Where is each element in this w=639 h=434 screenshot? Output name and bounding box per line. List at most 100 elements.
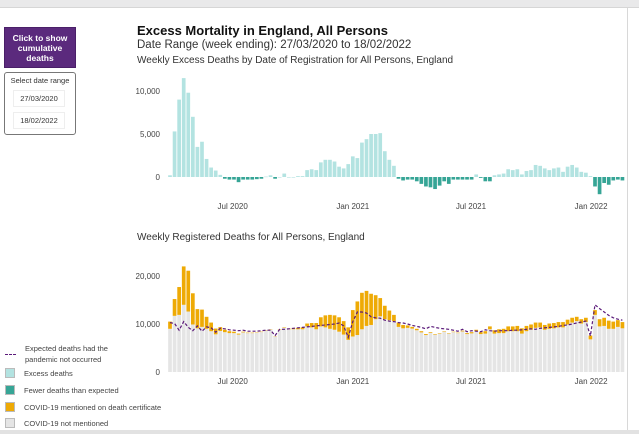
not-mentioned-bar [172, 315, 177, 372]
not-mentioned-bar [547, 328, 552, 372]
not-mentioned-bar [529, 329, 533, 372]
fewer-deaths-bar [245, 177, 250, 180]
x-tick-label: Jul 2021 [456, 202, 487, 211]
covid-bar [419, 331, 424, 333]
not-mentioned-bar [574, 321, 579, 372]
excess-bar [191, 116, 195, 177]
excess-bar [209, 167, 213, 177]
not-mentioned-bar [456, 333, 460, 372]
covid-bar [492, 330, 497, 334]
covid-bar [195, 309, 200, 329]
not-mentioned-bar [524, 331, 529, 372]
excess-bar [552, 168, 556, 177]
x-tick-label: Jan 2022 [575, 202, 608, 211]
covid-bar [364, 290, 369, 326]
fewer-deaths-bar [606, 177, 611, 185]
legend-item-expected: Expected deaths had the pandemic not occ… [5, 343, 135, 365]
covid-bar [300, 327, 305, 330]
not-mentioned-bar [373, 319, 378, 372]
covid-bar [561, 322, 565, 328]
excess-bar [492, 175, 497, 177]
not-mentioned-bar [424, 335, 428, 372]
x-tick-label: Jan 2021 [336, 377, 369, 386]
covid-bar [410, 326, 415, 329]
start-date-input[interactable] [13, 90, 65, 107]
excess-bar [213, 170, 218, 177]
covid-bar [209, 322, 213, 332]
not-mentioned-bar [414, 330, 419, 372]
covid-bar [520, 328, 524, 334]
fewer-deaths-bar [410, 177, 415, 180]
not-mentioned-bar [337, 331, 341, 372]
fewer-deaths-bar [254, 177, 259, 180]
fewer-deaths-bar [414, 177, 419, 182]
excess-bar [369, 134, 373, 177]
not-mentioned-bar [474, 331, 479, 372]
excess-bar [533, 164, 538, 177]
not-mentioned-bar [300, 329, 305, 372]
covid-bar [382, 305, 387, 320]
covid-bar [236, 333, 241, 335]
not-mentioned-bar [222, 332, 227, 372]
fewer-deaths-bar [446, 177, 451, 184]
show-cumulative-deaths-button[interactable]: Click to show cumulative deaths [4, 27, 76, 68]
covid-bar [309, 323, 314, 328]
fewer-deaths-bar [460, 177, 465, 180]
dashed-line-icon [5, 353, 16, 355]
covid-bar [392, 314, 396, 322]
fewer-deaths-bar [241, 177, 245, 180]
not-mentioned-bar [218, 330, 223, 372]
covid-bar [296, 327, 300, 330]
excess-bar [355, 158, 360, 177]
covid-bar [369, 293, 373, 325]
covid-bar [515, 325, 520, 332]
excess-bar [323, 159, 328, 177]
browser-toolbar [0, 0, 639, 8]
covid-bar [227, 331, 232, 334]
excess-bar [373, 134, 378, 177]
not-mentioned-bar [520, 333, 524, 372]
not-mentioned-bar [268, 329, 273, 372]
y-tick-label: 20,000 [136, 272, 161, 281]
excess-bar [172, 131, 177, 177]
excess-deaths-chart: 0 5,000 10,000 Jul 2020 Jan 2021 Jul 2021 Jan … [136, 78, 625, 211]
covid-bar [584, 317, 588, 323]
not-mentioned-bar [264, 330, 268, 372]
fewer-deaths-bar [419, 177, 424, 184]
swatch-icon [5, 368, 15, 378]
covid-bar [373, 295, 378, 320]
excess-bar [392, 165, 396, 177]
covid-bar [387, 310, 392, 321]
excess-bar [588, 176, 593, 177]
not-mentioned-bar [314, 329, 319, 372]
x-tick-label: Jul 2021 [456, 377, 487, 386]
fewer-deaths-bar [405, 177, 410, 180]
not-mentioned-bar [177, 314, 181, 372]
covid-bar [401, 324, 405, 329]
not-mentioned-bar [282, 327, 287, 372]
covid-bar [465, 333, 469, 335]
not-mentioned-bar [200, 326, 204, 372]
not-mentioned-bar [227, 333, 232, 372]
fewer-deaths-bar [259, 177, 264, 179]
excess-bar [341, 168, 346, 177]
not-mentioned-bar [419, 332, 424, 372]
y-tick-label: 10,000 [136, 320, 161, 329]
excess-bar [574, 167, 579, 177]
fewer-deaths-bar [232, 177, 236, 180]
excess-bar [501, 173, 506, 177]
fewer-deaths-bar [483, 177, 488, 182]
excess-bar [282, 173, 287, 177]
fewer-deaths-bar [616, 177, 620, 180]
covid-bar [172, 299, 177, 316]
y-tick-label: 0 [156, 368, 161, 377]
excess-bar [337, 166, 341, 177]
excess-chart-title: Weekly Excess Deaths by Date of Registra… [137, 55, 454, 66]
covid-bar [204, 316, 209, 329]
excess-bar [547, 170, 552, 177]
not-mentioned-bar [579, 323, 584, 372]
covid-bar [497, 329, 501, 334]
fewer-deaths-bar [478, 177, 483, 178]
covid-bar [620, 322, 625, 329]
end-date-input[interactable] [13, 112, 65, 129]
